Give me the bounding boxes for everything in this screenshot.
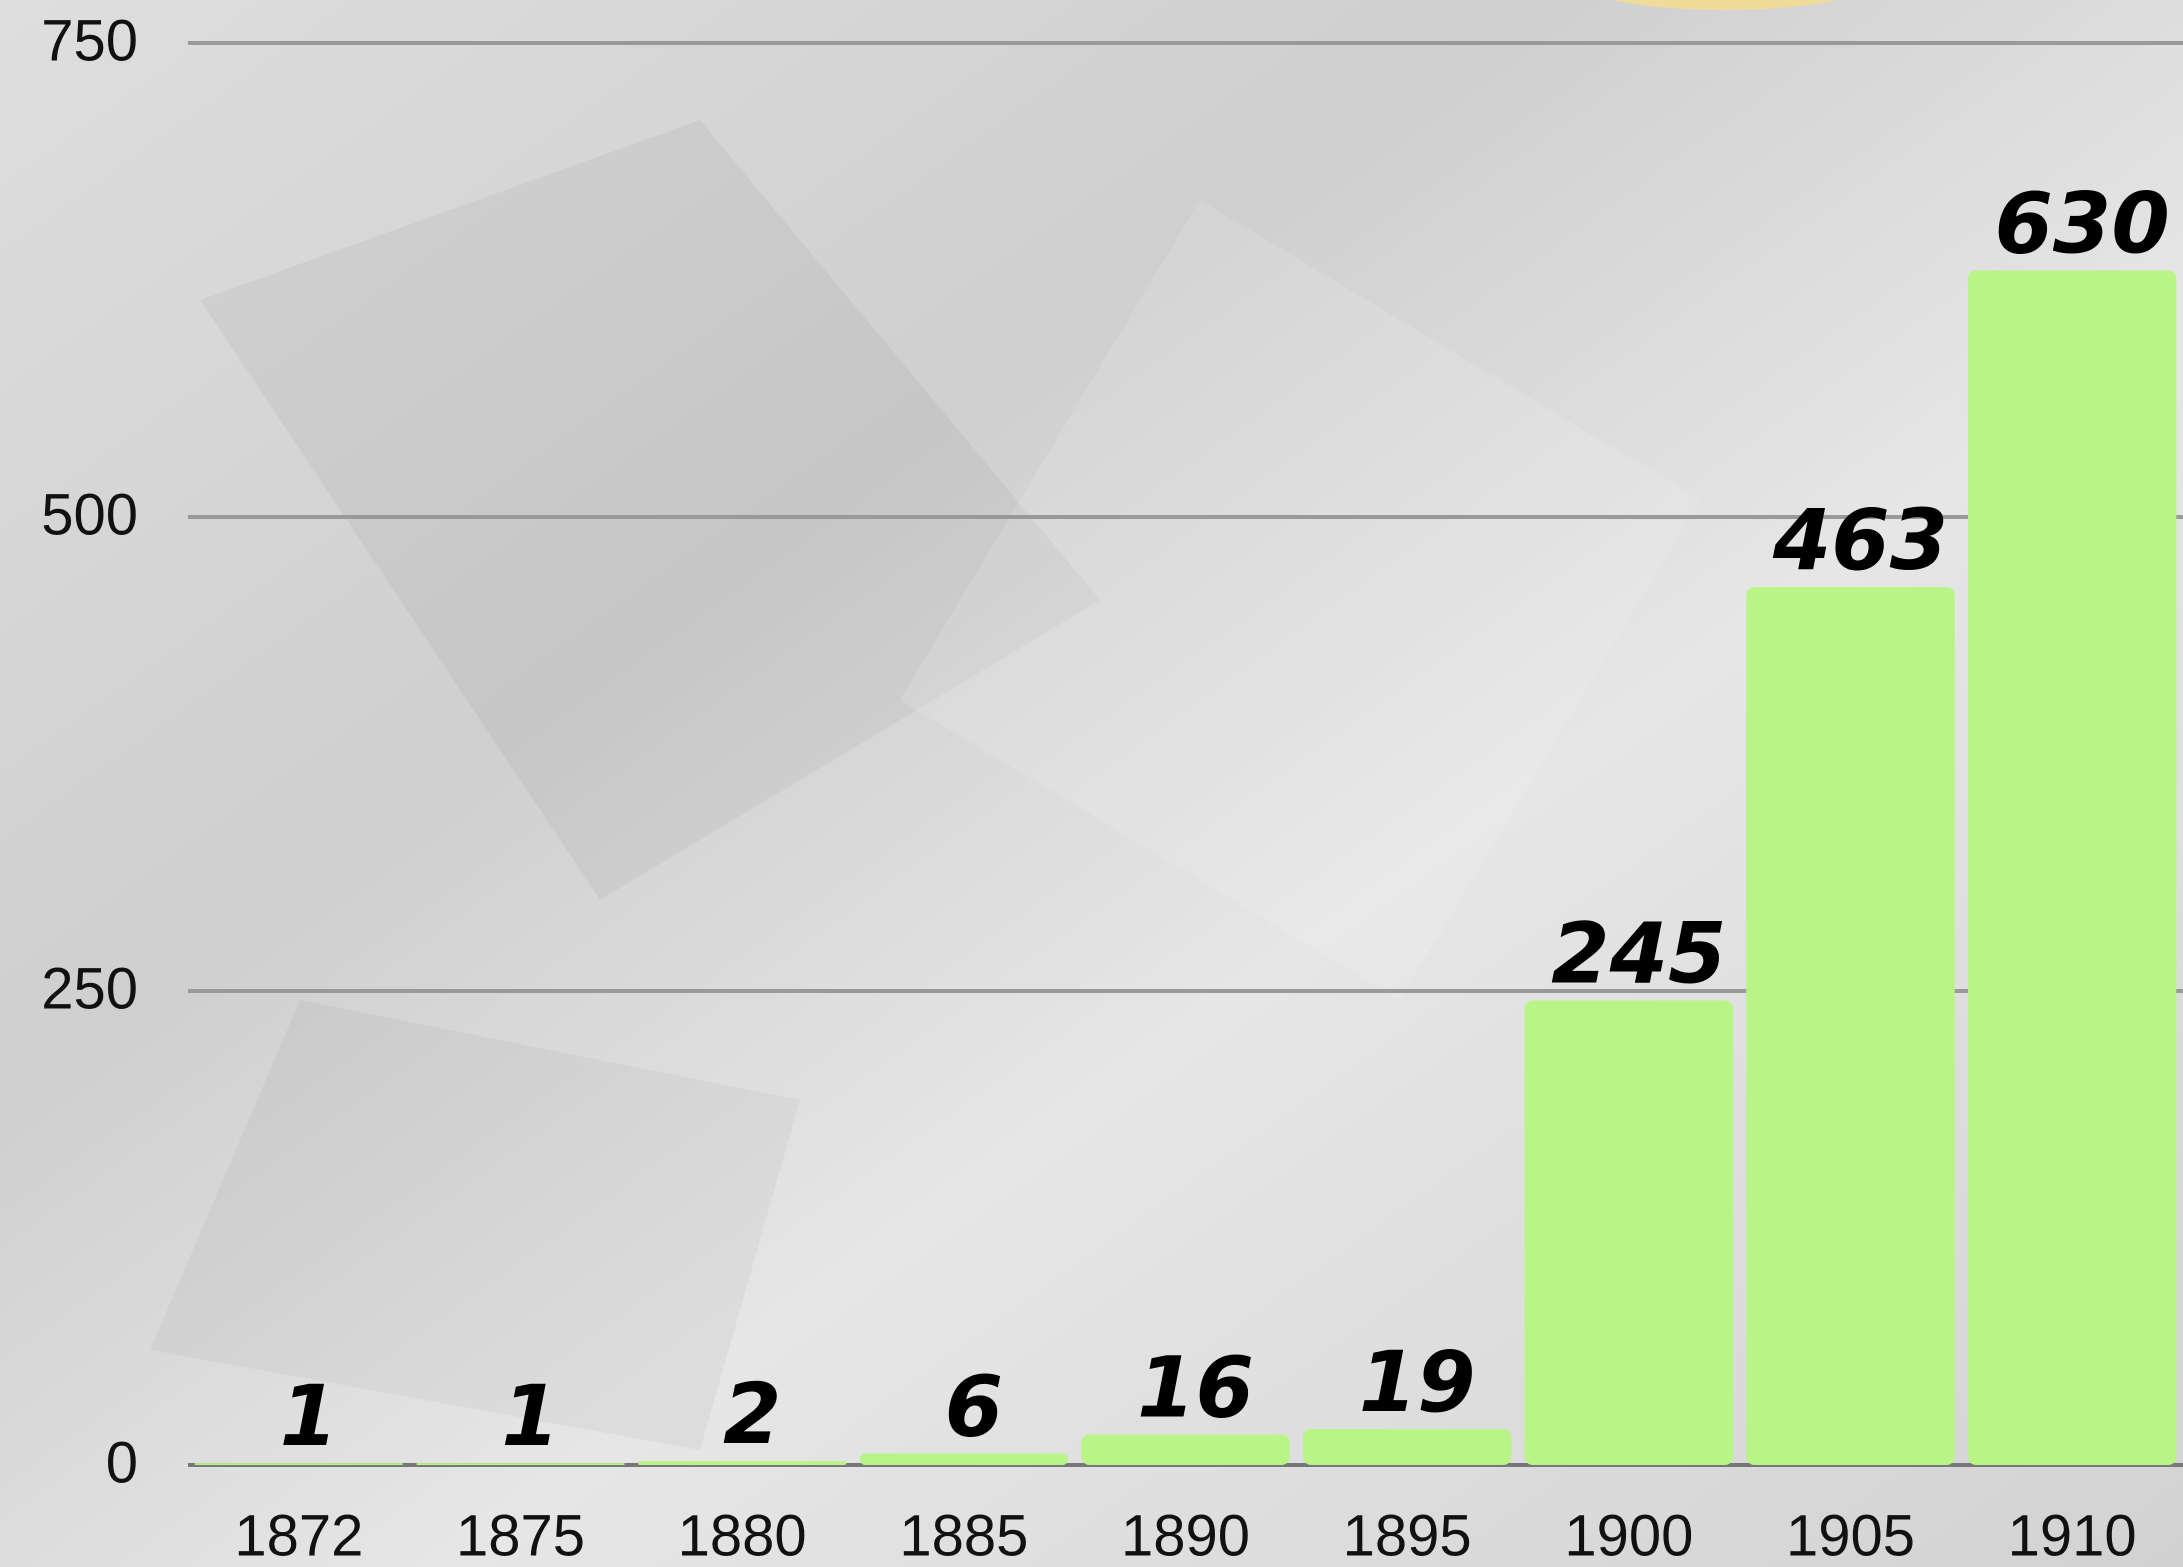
value-label: 630: [1994, 175, 2169, 273]
value-label: 19: [1359, 1333, 1476, 1431]
x-tick-label: 1885: [899, 1503, 1028, 1567]
page: {"chart_data": {"type": "bar", "categori…: [0, 0, 2183, 1567]
bar: [1746, 587, 1954, 1465]
value-label: 2: [723, 1365, 781, 1463]
value-label: 245: [1551, 904, 1726, 1002]
bar: [1303, 1429, 1511, 1465]
x-tick-label: 1890: [1121, 1503, 1250, 1567]
y-tick-label: 0: [106, 1430, 138, 1495]
value-label: 463: [1772, 491, 1948, 589]
bar: [1525, 1000, 1733, 1465]
bar: [1968, 271, 2176, 1465]
y-tick-label: 750: [41, 8, 138, 73]
x-tick-label: 1872: [234, 1503, 363, 1567]
value-label: 6: [945, 1358, 1003, 1456]
value-label: 1: [501, 1367, 559, 1465]
x-tick-label: 1895: [1343, 1503, 1472, 1567]
x-tick-label: 1900: [1564, 1503, 1693, 1567]
x-tick-label: 1905: [1786, 1503, 1915, 1567]
value-label: 16: [1137, 1339, 1254, 1437]
bar: [1081, 1435, 1289, 1465]
chart: 0 250 500 750 1872 1 1875 1 1880 2 1885 6 1890 16 1895…: [0, 0, 2183, 1567]
x-tick-label: 1880: [678, 1503, 807, 1567]
value-label: 1: [280, 1367, 338, 1465]
y-tick-label: 250: [41, 956, 138, 1021]
x-tick-label: 1875: [456, 1503, 585, 1567]
x-tick-label: 1910: [2008, 1503, 2137, 1567]
y-tick-label: 500: [41, 482, 138, 547]
